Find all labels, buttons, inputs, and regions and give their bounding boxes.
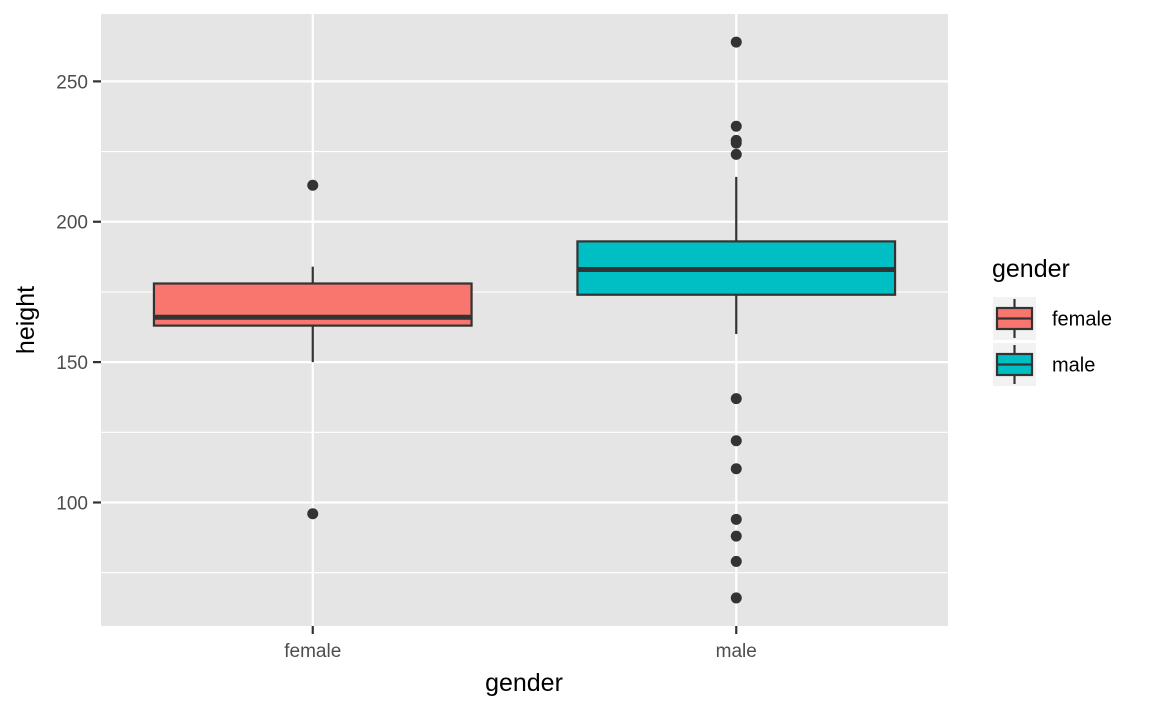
outlier-point — [730, 513, 742, 525]
outlier-point — [307, 179, 319, 191]
outlier-point — [730, 530, 742, 542]
y-axis-title: height — [12, 286, 40, 354]
legend-item-female: female — [993, 297, 1112, 340]
outlier-point — [730, 120, 742, 132]
box-series — [152, 176, 897, 363]
legend-label: male — [1052, 355, 1095, 377]
outlier-point — [730, 555, 742, 567]
outlier-point — [730, 137, 742, 149]
outlier-point — [307, 508, 319, 520]
legend-label: female — [1052, 309, 1112, 331]
legend: gender female male — [992, 255, 1112, 386]
x-tick-label: female — [284, 641, 341, 662]
outlier-point — [730, 463, 742, 475]
y-tick-label: 100 — [56, 493, 88, 514]
box-female — [152, 266, 473, 363]
x-tick-label: male — [716, 641, 757, 662]
box-male — [576, 176, 897, 335]
outlier-point — [730, 592, 742, 604]
legend-title: gender — [992, 255, 1070, 283]
outlier-point — [730, 36, 742, 48]
y-axis: 100 150 200 250 — [56, 72, 101, 514]
x-axis: female male — [284, 626, 757, 662]
y-tick-label: 250 — [56, 72, 88, 93]
y-tick-label: 200 — [56, 213, 88, 234]
outlier-points — [307, 36, 742, 604]
outlier-point — [730, 148, 742, 160]
legend-item-male: male — [993, 343, 1095, 386]
outlier-point — [730, 393, 742, 405]
outlier-point — [730, 435, 742, 447]
x-axis-title: gender — [485, 669, 563, 697]
y-tick-label: 150 — [56, 353, 88, 374]
